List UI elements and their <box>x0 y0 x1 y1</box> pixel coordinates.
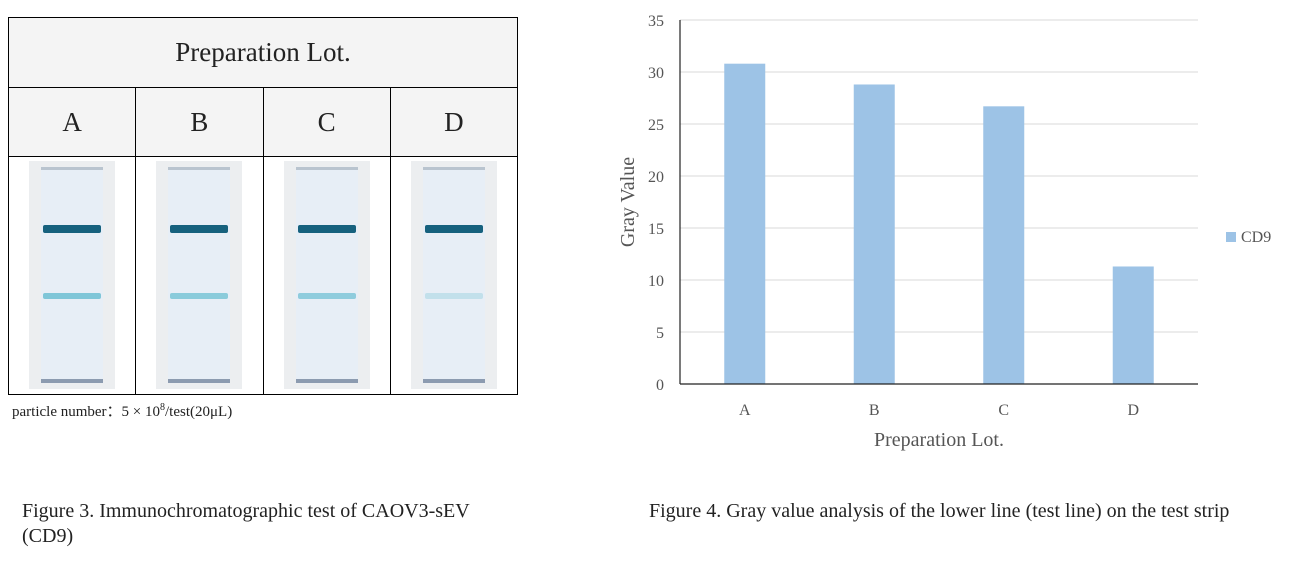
column-label-d: D <box>444 106 464 137</box>
strip-image-table: Preparation Lot. A B C D <box>8 17 518 395</box>
y-tick-label: 30 <box>648 65 664 82</box>
column-labels-row: A B C D <box>9 88 517 157</box>
x-tick-label: A <box>739 402 751 419</box>
legend-swatch <box>1226 232 1236 242</box>
figure-4-caption: Figure 4. Gray value analysis of the low… <box>649 500 1230 522</box>
strips-row <box>9 157 517 394</box>
column-label-c: C <box>264 88 391 156</box>
gridlines <box>680 19 1198 333</box>
table-header: Preparation Lot. <box>9 18 517 88</box>
figure-3-caption: Figure 3. Immunochromatographic test of … <box>22 500 470 547</box>
particle-number-note: particle number：5 × 108/test(20μL) <box>12 402 233 420</box>
x-tick-labels: A B C D <box>739 402 1139 419</box>
y-tick-label: 25 <box>648 117 664 134</box>
x-tick-label: D <box>1127 402 1139 419</box>
x-tick-label: B <box>869 402 880 419</box>
y-tick-label: 10 <box>648 273 664 290</box>
control-line <box>170 225 229 233</box>
bar-d <box>1112 266 1154 384</box>
test-strip-image <box>29 161 116 389</box>
column-label-a: A <box>9 88 137 156</box>
test-line <box>170 293 229 299</box>
gray-value-bar-chart: 0 5 10 15 20 25 30 35 A B C D Gray Value Preparati… <box>617 13 1271 451</box>
control-line <box>297 225 356 233</box>
strip-cell-d <box>390 157 517 394</box>
y-tick-label: 20 <box>648 169 664 186</box>
y-tick-label: 15 <box>648 221 664 238</box>
y-tick-label: 35 <box>648 13 664 30</box>
test-line <box>424 293 483 299</box>
x-axis-label: Preparation Lot. <box>874 429 1004 451</box>
control-line <box>43 225 102 233</box>
strip-cell-b <box>136 157 264 394</box>
y-axis-label: Gray Value <box>617 157 639 247</box>
column-label-b: B <box>136 88 264 156</box>
control-line <box>424 225 483 233</box>
x-tick-label: C <box>998 402 1009 419</box>
y-tick-label: 0 <box>656 377 664 394</box>
bar-b <box>853 84 895 384</box>
test-line <box>297 293 356 299</box>
test-strip-image <box>156 161 243 389</box>
test-line <box>43 293 102 299</box>
y-tick-label: 5 <box>656 325 664 342</box>
bars <box>724 63 1154 385</box>
test-strip-image <box>283 161 370 389</box>
strip-cell-a <box>9 157 137 394</box>
strip-cell-c <box>263 157 391 394</box>
test-strip-image <box>410 161 497 389</box>
bar-c <box>983 106 1025 384</box>
bar-a <box>724 63 766 385</box>
y-tick-labels: 0 5 10 15 20 25 30 35 <box>648 13 664 394</box>
legend-label: CD9 <box>1241 229 1271 246</box>
